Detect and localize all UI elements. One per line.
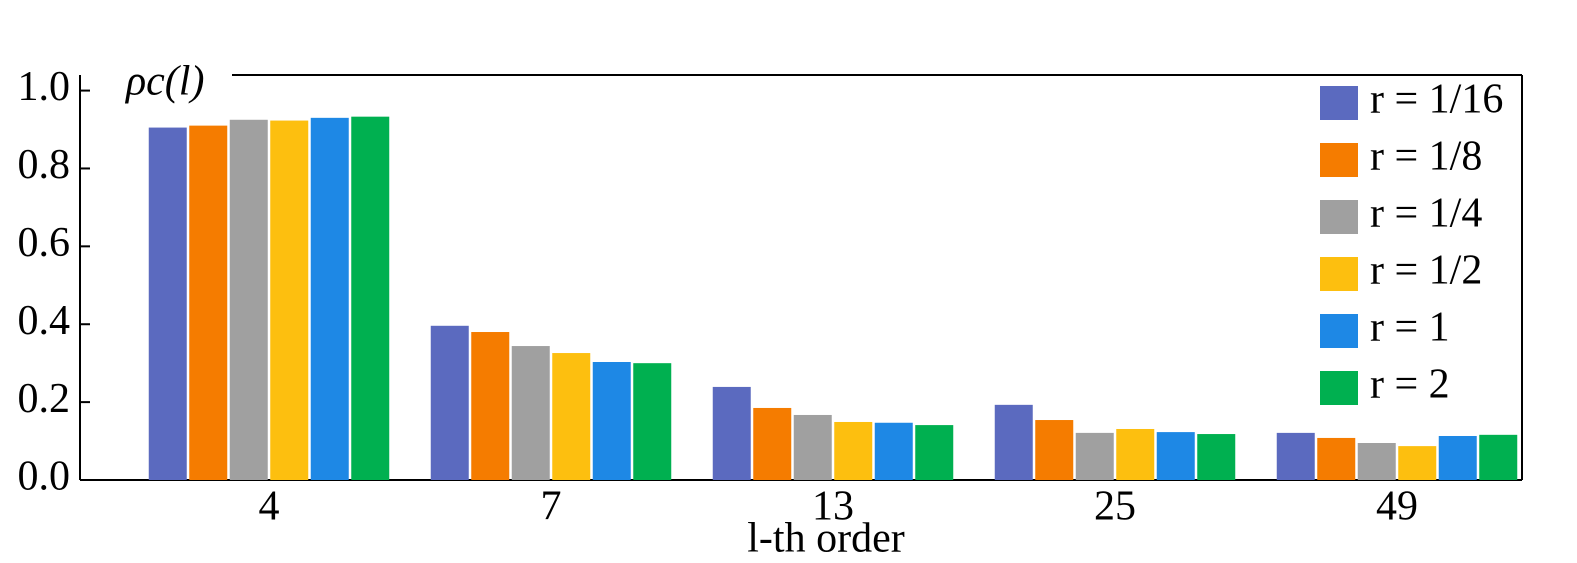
x-tick-label: 49: [1376, 484, 1418, 530]
bar: [552, 353, 591, 480]
bar: [874, 422, 913, 480]
bar: [994, 404, 1033, 480]
bar: [1317, 437, 1356, 480]
bar: [1197, 434, 1236, 480]
bar: [834, 421, 873, 480]
bar: [1398, 446, 1437, 480]
legend-swatch: [1320, 257, 1358, 291]
x-tick-label: 25: [1094, 484, 1136, 530]
y-tick-label: 0.0: [18, 454, 71, 500]
legend-swatch: [1320, 86, 1358, 120]
legend-label: r = 1/8: [1370, 134, 1482, 180]
bar: [1479, 434, 1518, 480]
bar: [633, 363, 672, 480]
bar: [189, 125, 228, 480]
legend-label: r = 1/4: [1370, 191, 1482, 237]
bar: [1035, 420, 1074, 480]
legend-swatch: [1320, 200, 1358, 234]
bar: [1075, 432, 1114, 480]
legend-swatch: [1320, 371, 1358, 405]
bar: [471, 332, 510, 480]
bar: [1116, 428, 1155, 480]
legend-label: r = 1/2: [1370, 248, 1482, 294]
bar: [793, 414, 832, 480]
bar: [1438, 435, 1477, 480]
x-tick-label: 4: [259, 484, 280, 530]
bar: [511, 346, 550, 480]
y-tick-label: 0.6: [18, 220, 71, 266]
y-tick-label: 0.2: [18, 376, 71, 422]
bar: [1357, 443, 1396, 480]
x-tick-label: 13: [812, 484, 854, 530]
bar: [148, 127, 187, 480]
legend-swatch: [1320, 143, 1358, 177]
bar: [753, 407, 792, 480]
x-tick-label: 7: [541, 484, 562, 530]
y-tick-label: 0.4: [18, 298, 71, 344]
bar: [430, 325, 469, 480]
y-axis-label: ρc(l): [124, 59, 204, 105]
legend-label: r = 1: [1370, 305, 1450, 351]
legend-label: r = 2: [1370, 362, 1450, 408]
y-tick-label: 0.8: [18, 142, 71, 188]
legend-swatch: [1320, 314, 1358, 348]
bar: [592, 362, 631, 480]
bar: [712, 386, 751, 480]
bar: [270, 120, 309, 480]
bar: [915, 425, 954, 480]
bar: [229, 119, 268, 480]
bar: [351, 116, 390, 480]
bar: [1276, 432, 1315, 480]
bar: [310, 117, 349, 480]
bar: [1156, 432, 1195, 480]
x-axis-label: l-th order: [747, 516, 904, 562]
y-tick-label: 1.0: [18, 64, 71, 110]
legend-label: r = 1/16: [1370, 77, 1503, 123]
